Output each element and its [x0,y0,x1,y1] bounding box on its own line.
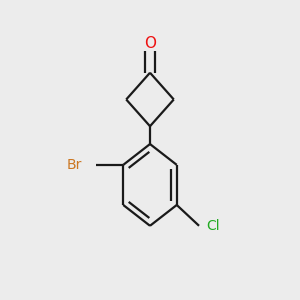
Text: Br: Br [66,158,82,172]
Text: O: O [144,35,156,50]
Text: Cl: Cl [206,219,220,233]
